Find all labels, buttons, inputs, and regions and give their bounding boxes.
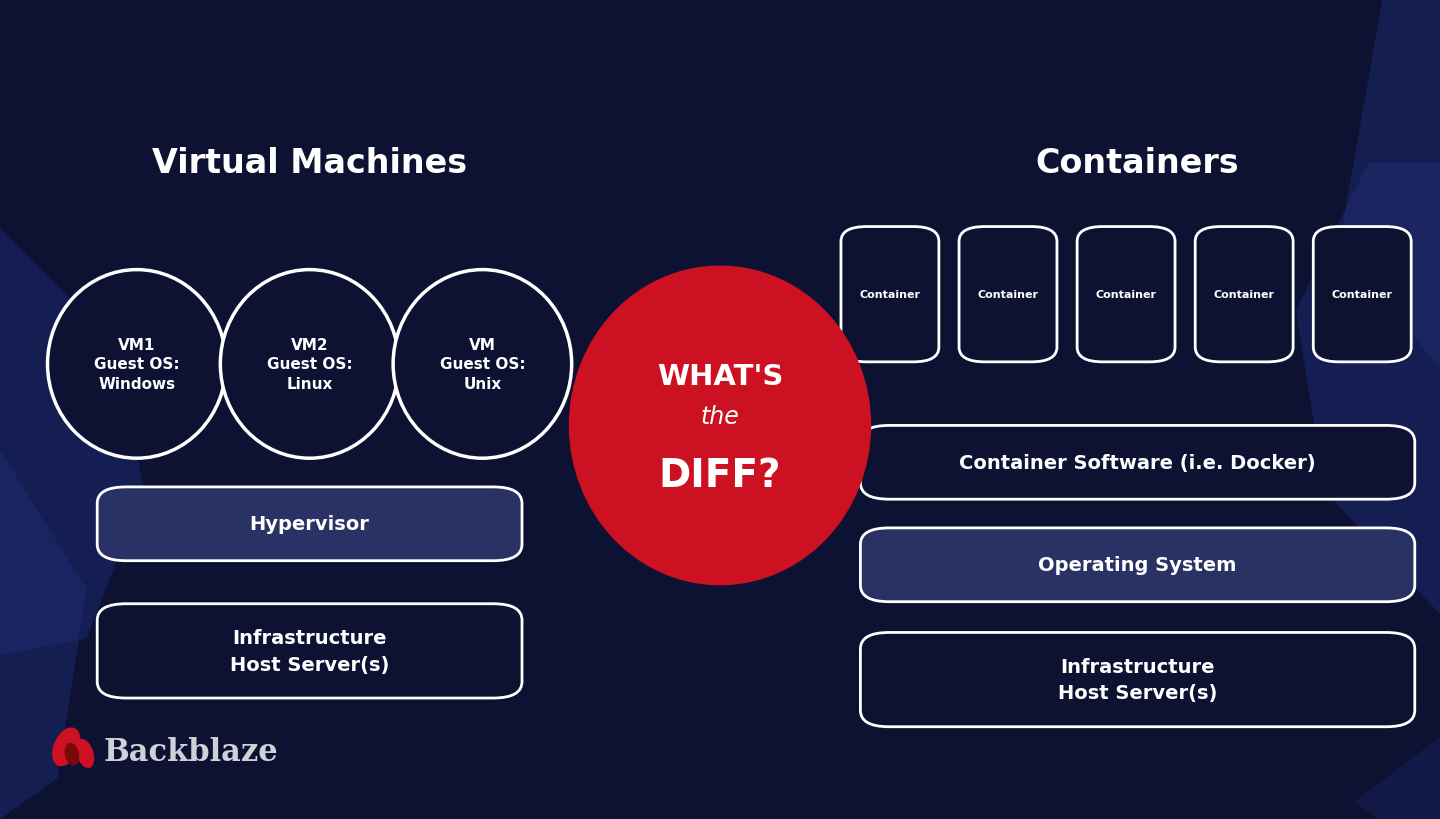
Ellipse shape <box>393 270 572 459</box>
FancyBboxPatch shape <box>1077 227 1175 362</box>
Ellipse shape <box>52 727 81 767</box>
Polygon shape <box>0 450 86 819</box>
Polygon shape <box>0 229 144 655</box>
FancyBboxPatch shape <box>861 632 1414 727</box>
Text: Containers: Containers <box>1035 147 1240 180</box>
Polygon shape <box>1354 737 1440 819</box>
Text: Container: Container <box>1332 290 1392 300</box>
Text: Container Software (i.e. Docker): Container Software (i.e. Docker) <box>959 453 1316 473</box>
Text: VM2
Guest OS:
Linux: VM2 Guest OS: Linux <box>266 337 353 391</box>
Text: DIFF?: DIFF? <box>658 456 782 494</box>
FancyBboxPatch shape <box>1313 227 1411 362</box>
FancyBboxPatch shape <box>841 227 939 362</box>
Ellipse shape <box>220 270 399 459</box>
FancyBboxPatch shape <box>1195 227 1293 362</box>
Text: VM1
Guest OS:
Windows: VM1 Guest OS: Windows <box>94 337 180 391</box>
Text: Virtual Machines: Virtual Machines <box>153 147 467 180</box>
Text: WHAT'S: WHAT'S <box>657 363 783 391</box>
Ellipse shape <box>65 743 79 766</box>
FancyBboxPatch shape <box>959 227 1057 362</box>
Text: Container: Container <box>978 290 1038 300</box>
Polygon shape <box>1296 164 1440 614</box>
FancyBboxPatch shape <box>861 528 1414 602</box>
Text: Infrastructure
Host Server(s): Infrastructure Host Server(s) <box>1058 657 1217 703</box>
Polygon shape <box>1339 0 1440 369</box>
Text: the: the <box>701 404 739 428</box>
Ellipse shape <box>569 266 871 586</box>
Ellipse shape <box>48 270 226 459</box>
Text: Container: Container <box>1214 290 1274 300</box>
FancyBboxPatch shape <box>861 426 1414 500</box>
FancyBboxPatch shape <box>98 487 521 561</box>
Text: Infrastructure
Host Server(s): Infrastructure Host Server(s) <box>230 628 389 674</box>
Text: VM
Guest OS:
Unix: VM Guest OS: Unix <box>439 337 526 391</box>
Text: Container: Container <box>860 290 920 300</box>
FancyBboxPatch shape <box>98 604 521 698</box>
Text: Container: Container <box>1096 290 1156 300</box>
Text: Backblaze: Backblaze <box>104 736 278 767</box>
Text: Operating System: Operating System <box>1038 555 1237 575</box>
Text: Hypervisor: Hypervisor <box>249 514 370 534</box>
Ellipse shape <box>76 739 94 768</box>
